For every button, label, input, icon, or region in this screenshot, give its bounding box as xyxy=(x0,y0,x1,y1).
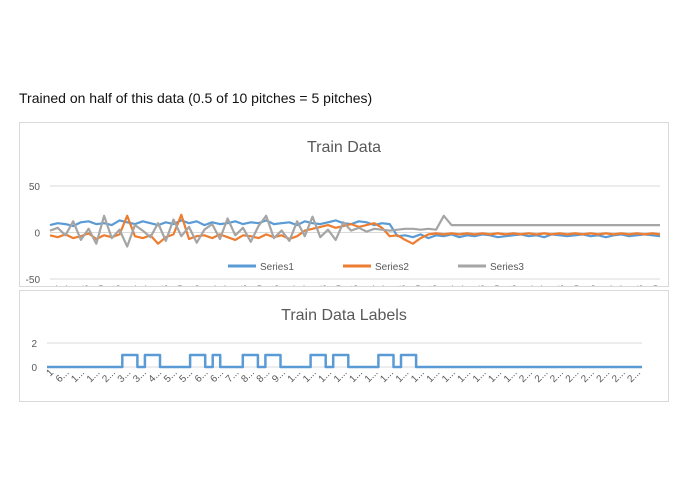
x-tick-label: 24169 xyxy=(651,285,662,286)
x-tick-label: 2... xyxy=(610,367,628,385)
x-tick-label: 1... xyxy=(471,367,489,385)
series-line xyxy=(49,219,661,240)
chart-title: Train Data xyxy=(307,139,381,156)
x-tick-label: 6997 xyxy=(223,285,234,286)
x-tick-label: 1... xyxy=(486,367,504,385)
x-tick-label: 19717 xyxy=(540,285,551,286)
x-tick-label: 2... xyxy=(595,367,613,385)
x-tick-label: 637 xyxy=(65,285,76,286)
y-tick-label: -50 xyxy=(26,275,41,286)
series-line xyxy=(49,214,660,248)
x-tick-label: 10177 xyxy=(302,285,313,286)
x-tick-label: 1273 xyxy=(81,285,92,286)
x-tick-label: 2... xyxy=(100,367,118,385)
x-tick-label: 5... xyxy=(162,367,180,385)
x-tick-label: 8... xyxy=(239,367,257,385)
x-tick-label: 22261 xyxy=(603,285,614,286)
x-tick-label: 5089 xyxy=(176,285,187,286)
x-tick-label: 1... xyxy=(332,367,350,385)
x-tick-label: 3181 xyxy=(128,285,139,286)
x-tick-label: 7... xyxy=(224,367,242,385)
x-tick-label: 12721 xyxy=(366,285,377,286)
x-tick-label: 2545 xyxy=(112,285,123,286)
x-tick-label: 1... xyxy=(363,367,381,385)
x-tick-label: 4... xyxy=(147,367,165,385)
x-tick-label: 2... xyxy=(548,367,566,385)
x-tick-label: 1909 xyxy=(97,285,108,286)
x-tick-label: 5... xyxy=(178,367,196,385)
chart-title: Train Data Labels xyxy=(281,307,407,324)
x-tick-label: 4453 xyxy=(160,285,171,286)
train-data-chart-svg: Train Data 50 0 -50 1 637 1273 1909 2545 3181 38… xyxy=(26,139,662,313)
x-tick-label: 1... xyxy=(394,367,412,385)
x-tick-label: 19081 xyxy=(524,285,535,286)
x-tick-label: 1... xyxy=(502,367,520,385)
y-tick-label: 0 xyxy=(31,363,37,374)
x-tick-label: 1... xyxy=(317,367,335,385)
x-tick-label: 6... xyxy=(54,367,72,385)
x-tick-label: 8905 xyxy=(271,285,282,286)
x-tick-label: 20353 xyxy=(556,285,567,286)
train-data-labels-chart-svg: Train Data Labels 20 16...1...1...2...3.… xyxy=(31,307,644,385)
x-tick-label: 3... xyxy=(131,367,149,385)
x-tick-label: 1... xyxy=(456,367,474,385)
x-tick-label: 1 xyxy=(49,285,60,286)
x-tick-label: 2... xyxy=(533,367,551,385)
y-tick-label: 2 xyxy=(31,339,37,350)
train-data-chart: Train Data 50 0 -50 1 637 1273 1909 2545 3181 38… xyxy=(19,122,669,313)
series-line xyxy=(47,353,642,369)
page-caption: Trained on half of this data (0.5 of 10 … xyxy=(19,90,373,106)
x-tick-label: 1... xyxy=(85,367,103,385)
x-tick-label: 2... xyxy=(564,367,582,385)
x-tick-label: 9... xyxy=(270,367,288,385)
x-tick-label: 11449 xyxy=(334,285,345,286)
x-tick-label: 8... xyxy=(255,367,273,385)
x-tick-label: 2... xyxy=(517,367,535,385)
x-tick-label: 13357 xyxy=(382,285,393,286)
x-tick-label: 12085 xyxy=(350,285,361,286)
y-tick-label: 0 xyxy=(34,229,40,240)
legend-label: Series2 xyxy=(375,262,409,273)
x-tick-label: 21625 xyxy=(588,285,599,286)
x-tick-label: 2... xyxy=(579,367,597,385)
x-tick-label: 1... xyxy=(301,367,319,385)
x-tick-label: 6... xyxy=(208,367,226,385)
x-tick-label: 1... xyxy=(425,367,443,385)
x-tick-label: 5725 xyxy=(192,285,203,286)
x-tick-label: 1... xyxy=(69,367,87,385)
x-tick-label: 1... xyxy=(409,367,427,385)
x-tick-label: 10813 xyxy=(318,285,329,286)
x-tick-label: 1... xyxy=(440,367,458,385)
x-tick-label: 23533 xyxy=(635,285,646,286)
x-tick-label: 3... xyxy=(116,367,134,385)
x-tick-label: 2... xyxy=(626,367,644,385)
x-tick-label: 1... xyxy=(378,367,396,385)
legend-label: Series3 xyxy=(490,262,524,273)
x-tick-label: 17173 xyxy=(477,285,488,286)
x-tick-label: 20989 xyxy=(572,285,583,286)
x-tick-label: 17809 xyxy=(493,285,504,286)
x-tick-label: 1... xyxy=(347,367,365,385)
x-tick-label: 14629 xyxy=(413,285,424,286)
x-tick-label: 15901 xyxy=(445,285,456,286)
x-tick-label: 15265 xyxy=(429,285,440,286)
x-tick-label: 7633 xyxy=(239,285,250,286)
x-tick-label: 6... xyxy=(193,367,211,385)
x-tick-label: 18445 xyxy=(508,285,519,286)
x-tick-label: 16537 xyxy=(461,285,472,286)
y-tick-label: 50 xyxy=(29,182,41,193)
x-tick-label: 8269 xyxy=(255,285,266,286)
x-tick-label: 22897 xyxy=(619,285,630,286)
x-tick-label: 1... xyxy=(286,367,304,385)
x-tick-label: 9541 xyxy=(287,285,298,286)
x-tick-label: 13993 xyxy=(398,285,409,286)
legend-label: Series1 xyxy=(260,262,294,273)
x-tick-label: 6361 xyxy=(207,285,218,286)
x-tick-label: 3817 xyxy=(144,285,155,286)
